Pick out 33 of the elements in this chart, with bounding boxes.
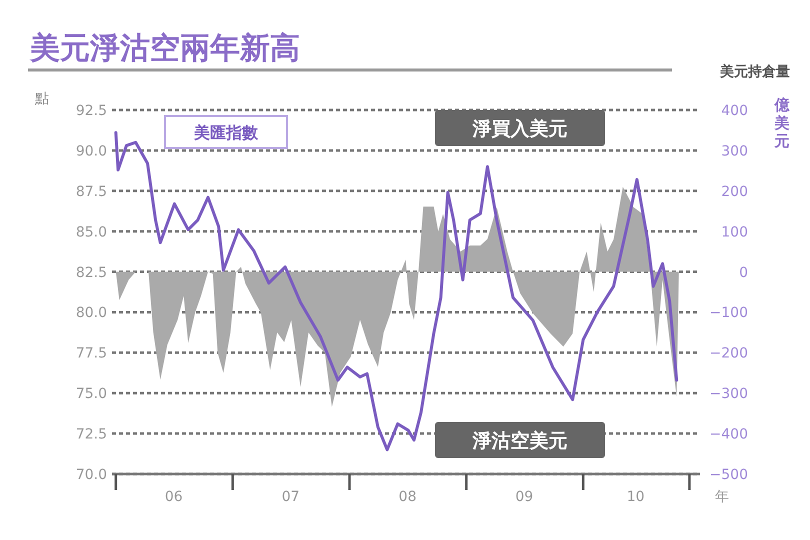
y2-tick-label: −500	[710, 467, 748, 483]
y2-axis-title: 億美元	[774, 96, 790, 150]
y-tick-label: 92.5	[76, 103, 107, 119]
y2-tick-label: 0	[739, 264, 748, 281]
y-axis-title: 點	[34, 91, 49, 107]
annotation: 淨沽空美元	[472, 430, 568, 452]
y2-tick-label: −400	[710, 426, 748, 443]
y-tick-label: 70.0	[76, 467, 107, 483]
y-tick-label: 82.5	[76, 264, 107, 281]
y-tick-label: 87.5	[76, 184, 107, 200]
y2-tick-label: −100	[710, 305, 748, 322]
x-tick-label: 10	[626, 489, 645, 505]
x-tick-label: 06	[164, 489, 183, 505]
y-tick-label: 75.0	[76, 386, 107, 402]
y-tick-label: 90.0	[76, 143, 107, 160]
y2-tick-label: −300	[710, 386, 748, 402]
text: 美匯指數	[193, 123, 259, 142]
y-tick-label: 72.5	[76, 426, 107, 443]
y2-tick-label: 100	[721, 224, 748, 240]
y-tick-label: 85.0	[76, 224, 107, 240]
x-tick-label: 09	[515, 489, 534, 505]
x-axis-title: 年	[715, 489, 729, 505]
y2-tick-label: −200	[710, 346, 748, 362]
x-tick-label: 08	[398, 489, 417, 505]
text: 美元持倉量	[719, 63, 790, 80]
y-tick-label: 77.5	[76, 346, 107, 362]
y2-tick-label: 200	[721, 184, 748, 200]
y2-tick-label: 400	[721, 103, 748, 119]
y2-tick-label: 300	[721, 143, 748, 160]
chart-title: 美元淨沽空兩年新高	[29, 31, 300, 66]
annotation: 淨買入美元	[472, 118, 568, 140]
y-tick-label: 80.0	[76, 305, 107, 322]
x-tick-label: 07	[282, 489, 300, 505]
